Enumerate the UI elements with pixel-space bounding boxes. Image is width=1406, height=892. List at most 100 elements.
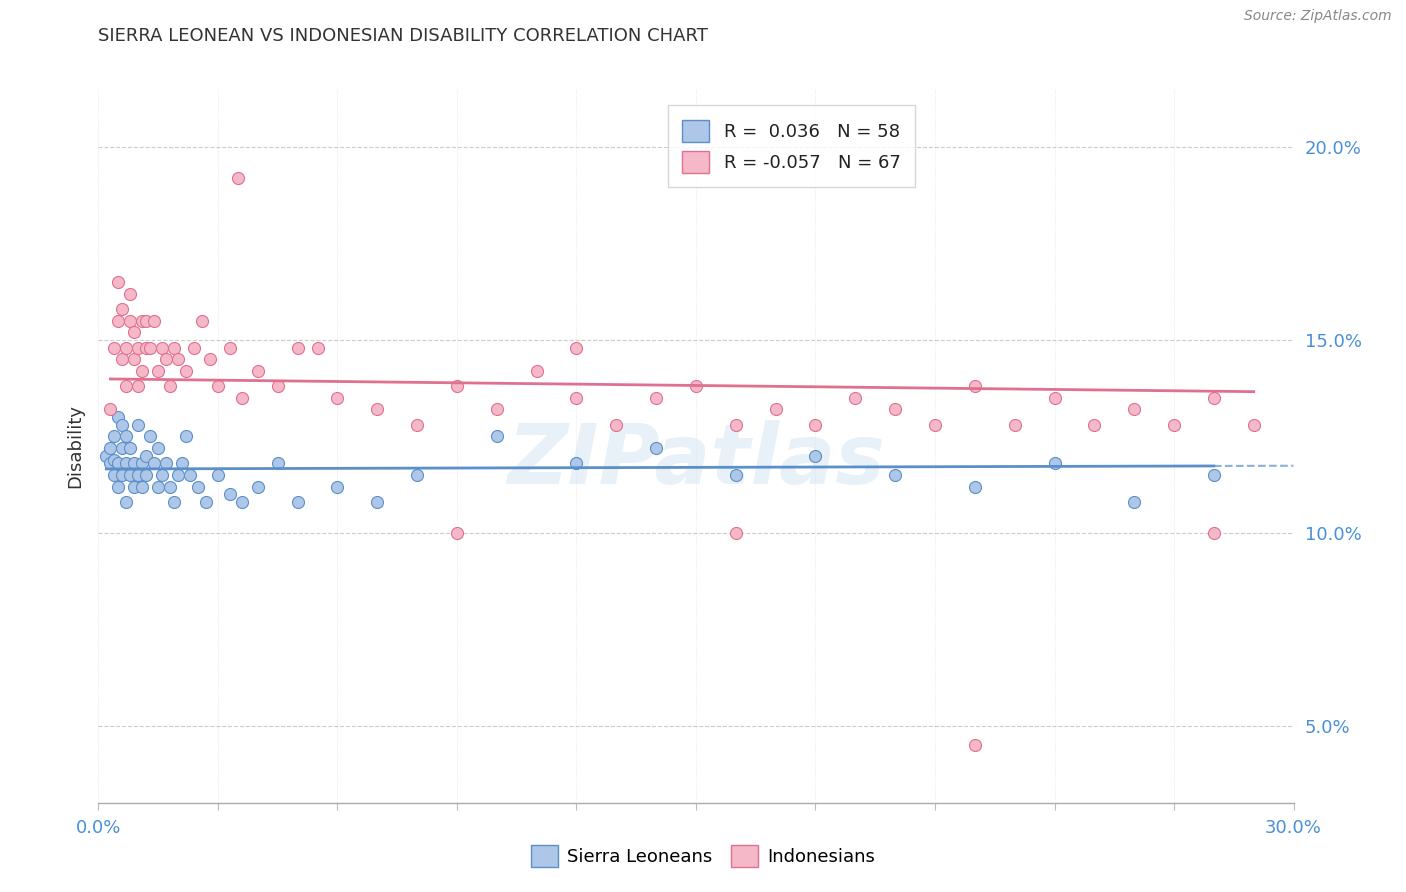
Point	[1083, 417, 1105, 432]
Point	[804, 449, 827, 463]
Point	[124, 325, 146, 339]
Text: ZIPatlas: ZIPatlas	[508, 420, 884, 500]
Point	[131, 364, 153, 378]
Point	[226, 170, 249, 185]
Point	[127, 341, 149, 355]
Point	[115, 341, 138, 355]
Point	[135, 449, 157, 463]
Point	[143, 313, 166, 327]
Point	[115, 429, 138, 443]
Text: 0.0%: 0.0%	[76, 820, 121, 838]
Point	[645, 391, 668, 405]
Point	[884, 467, 907, 482]
Point	[844, 391, 866, 405]
Point	[139, 341, 162, 355]
Point	[307, 341, 329, 355]
Point	[127, 379, 149, 393]
Point	[111, 352, 134, 367]
Point	[884, 402, 907, 417]
Text: 30.0%: 30.0%	[1265, 820, 1322, 838]
Point	[246, 479, 269, 493]
Point	[103, 452, 125, 467]
Point	[115, 456, 138, 470]
Point	[127, 467, 149, 482]
Point	[231, 391, 253, 405]
Point	[155, 352, 177, 367]
Point	[198, 352, 221, 367]
Point	[963, 738, 986, 752]
Point	[98, 441, 122, 455]
Point	[1163, 417, 1185, 432]
Point	[159, 379, 181, 393]
Point	[565, 341, 588, 355]
Point	[127, 417, 149, 432]
Point	[174, 429, 197, 443]
Point	[167, 467, 190, 482]
Point	[267, 379, 290, 393]
Point	[231, 495, 253, 509]
Point	[135, 341, 157, 355]
Point	[207, 467, 229, 482]
Point	[98, 402, 122, 417]
Point	[1202, 525, 1225, 540]
Point	[183, 341, 205, 355]
Point	[1243, 417, 1265, 432]
Point	[1043, 456, 1066, 470]
Point	[103, 341, 125, 355]
Point	[207, 379, 229, 393]
Point	[366, 402, 388, 417]
Point	[115, 379, 138, 393]
Point	[163, 341, 186, 355]
Text: SIERRA LEONEAN VS INDONESIAN DISABILITY CORRELATION CHART: SIERRA LEONEAN VS INDONESIAN DISABILITY …	[98, 27, 709, 45]
Point	[219, 487, 242, 501]
Point	[804, 417, 827, 432]
Point	[124, 456, 146, 470]
Point	[148, 364, 170, 378]
Point	[120, 441, 142, 455]
Point	[1123, 402, 1146, 417]
Point	[565, 456, 588, 470]
Point	[107, 410, 129, 425]
Point	[96, 449, 118, 463]
Point	[724, 417, 747, 432]
Point	[1043, 391, 1066, 405]
Point	[366, 495, 388, 509]
Point	[103, 429, 125, 443]
Point	[526, 364, 548, 378]
Point	[924, 417, 946, 432]
Point	[131, 456, 153, 470]
Point	[287, 495, 309, 509]
Point	[159, 479, 181, 493]
Point	[143, 456, 166, 470]
Point	[191, 313, 214, 327]
Point	[645, 441, 668, 455]
Point	[124, 352, 146, 367]
Point	[1202, 391, 1225, 405]
Point	[120, 313, 142, 327]
Point	[150, 341, 173, 355]
Point	[195, 495, 218, 509]
Point	[179, 467, 201, 482]
Point	[103, 467, 125, 482]
Y-axis label: Disability: Disability	[66, 404, 84, 488]
Point	[163, 495, 186, 509]
Legend: R =  0.036   N = 58, R = -0.057   N = 67: R = 0.036 N = 58, R = -0.057 N = 67	[668, 105, 915, 187]
Point	[120, 286, 142, 301]
Point	[485, 429, 508, 443]
Point	[148, 441, 170, 455]
Point	[111, 467, 134, 482]
Point	[1004, 417, 1026, 432]
Point	[446, 525, 468, 540]
Point	[107, 456, 129, 470]
Point	[107, 479, 129, 493]
Point	[98, 456, 122, 470]
Point	[963, 479, 986, 493]
Point	[107, 275, 129, 289]
Point	[155, 456, 177, 470]
Point	[1123, 495, 1146, 509]
Point	[765, 402, 787, 417]
Point	[1202, 467, 1225, 482]
Point	[115, 495, 138, 509]
Legend: Sierra Leoneans, Indonesians: Sierra Leoneans, Indonesians	[524, 838, 882, 874]
Point	[131, 479, 153, 493]
